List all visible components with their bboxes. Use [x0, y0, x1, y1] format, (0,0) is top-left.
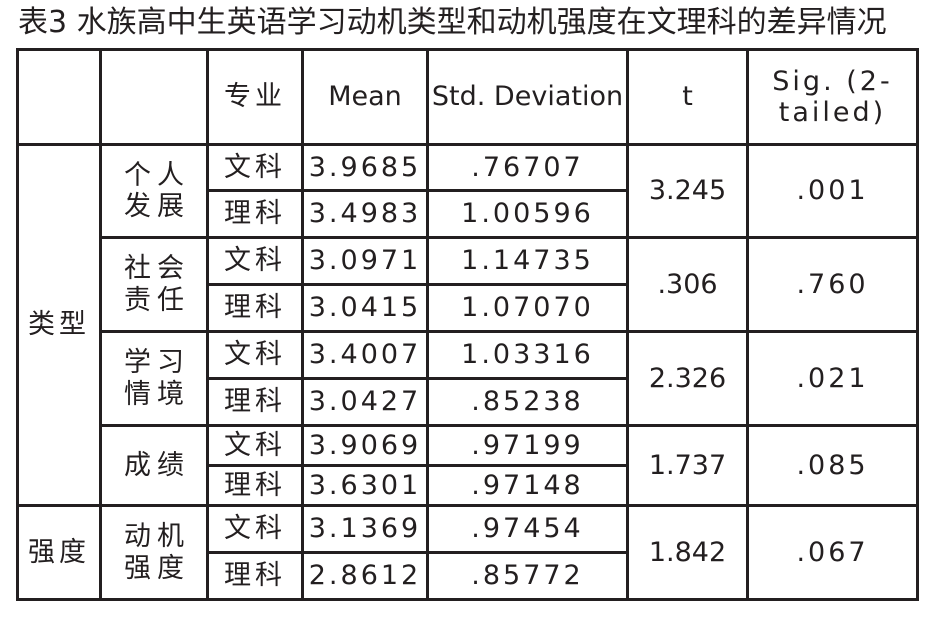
t-cell: 1.842 [626, 504, 749, 601]
item-label: 社会责任 [99, 236, 209, 333]
comparison-table: 专业 Mean Std. Deviation t Sig. (2-tailed)… [16, 48, 919, 601]
major-cell: 理科 [206, 551, 304, 601]
major-cell: 理科 [206, 189, 304, 239]
table-row: 类型 个人发展 文科 3.9685.76707 3.245.001 [16, 143, 919, 507]
major-cell: 文科 [206, 330, 304, 380]
sd-cell: 1.07070 [426, 283, 629, 333]
sd-cell: 1.14735 [426, 236, 629, 286]
sd-cell: .85238 [426, 377, 629, 427]
item-label: 成绩 [99, 424, 209, 507]
table-row: 理科 2.8612.85772 [18, 551, 918, 601]
t-cell: .306 [626, 236, 749, 333]
t-cell: 3.245 [626, 143, 749, 239]
mean-cell: 3.0415 [301, 283, 429, 333]
header-mean: Mean [301, 48, 429, 146]
sd-cell: .76707 [426, 143, 629, 192]
header-group [16, 48, 102, 146]
table-row: 社会责任 文科 3.0971 1.14735.306.760 [18, 236, 919, 333]
mean-cell: 3.0971 [301, 236, 429, 286]
table-row: 学习情境 文科 3.4007 1.03316 2.326.021 [18, 330, 919, 427]
item-label: 动机强度 [99, 504, 209, 601]
major-cell: 理科 [206, 283, 304, 333]
header-sub [99, 48, 209, 146]
group-label: 强度 [16, 504, 102, 601]
sd-cell: 1.03316 [426, 330, 629, 380]
major-cell: 文科 [206, 236, 304, 286]
sig-cell: .760 [746, 236, 919, 333]
major-cell: 理科 [206, 464, 304, 507]
table-row: 成绩 文科 3.9069.97199 1.737.085 [18, 424, 919, 507]
t-cell: 2.326 [626, 330, 749, 427]
major-cell: 理科 [206, 377, 304, 427]
major-cell: 文科 [206, 424, 304, 467]
table-row: 理科 3.4983 1.00596 [18, 189, 918, 239]
sd-cell: 1.00596 [426, 189, 629, 239]
sd-cell: .85772 [426, 551, 629, 601]
mean-cell: 3.1369 [301, 504, 429, 554]
group-label: 类型 [16, 143, 102, 507]
sd-cell: .97148 [426, 464, 629, 507]
sig-cell: .067 [746, 504, 919, 601]
table-title: 表3 水族高中生英语学习动机类型和动机强度在文理科的差异情况 [18, 5, 887, 40]
header-std-deviation: Std. Deviation [426, 48, 629, 146]
header-sig: Sig. (2-tailed) [746, 48, 919, 146]
table-row: 理科 3.0427.85238 [18, 377, 918, 427]
mean-cell: 3.6301 [301, 464, 429, 507]
mean-cell: 3.4983 [301, 189, 429, 239]
header-major: 专业 [206, 48, 304, 146]
sig-cell: .021 [746, 330, 919, 427]
major-cell: 文科 [206, 143, 304, 192]
item-label: 个人发展 [99, 143, 209, 239]
mean-cell: 3.9069 [301, 424, 429, 467]
mean-cell: 3.4007 [301, 330, 429, 380]
header-t: t [626, 48, 749, 146]
mean-cell: 3.9685 [301, 143, 429, 192]
mean-cell: 2.8612 [301, 551, 429, 601]
table-row: 理科 3.6301.97148 [18, 464, 918, 507]
item-label: 学习情境 [99, 330, 209, 427]
table-row: 理科 3.0415 1.07070 [18, 283, 918, 333]
table-row: 强度 动机强度 文科 3.1369.97454 1.842.067 [16, 504, 919, 601]
t-cell: 1.737 [626, 424, 749, 507]
major-cell: 文科 [206, 504, 304, 554]
sd-cell: .97199 [426, 424, 629, 467]
sig-cell: .085 [746, 424, 919, 507]
sig-cell: .001 [746, 143, 919, 239]
mean-cell: 3.0427 [301, 377, 429, 427]
sd-cell: .97454 [426, 504, 629, 554]
header-row: 专业 Mean Std. Deviation t Sig. (2-tailed) [16, 48, 919, 146]
